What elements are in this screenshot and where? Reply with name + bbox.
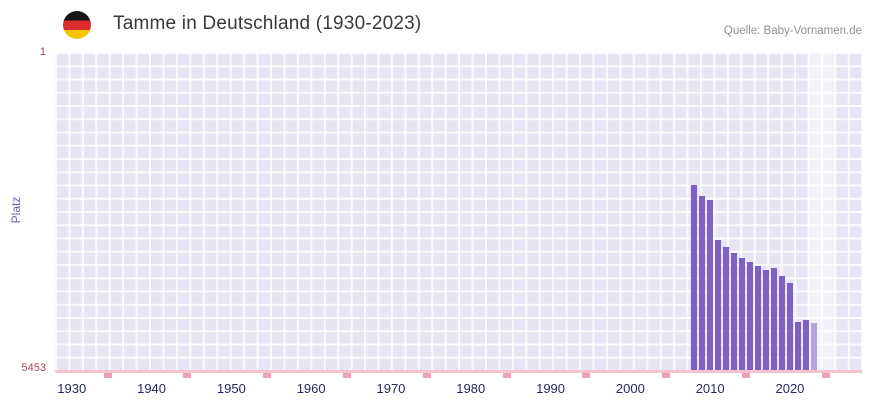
bar-2019[interactable] (778, 275, 786, 370)
bar-2015[interactable] (746, 261, 754, 370)
bar-2017[interactable] (762, 270, 770, 370)
x-axis-label-1950: 1950 (216, 381, 246, 396)
bar-2008[interactable] (691, 184, 698, 370)
x-axis-tick-mark (742, 372, 751, 378)
source-credit: Quelle: Baby-Vornamen.de (723, 25, 862, 37)
x-axis-tick-mark (263, 372, 272, 378)
x-axis-tick-mark (183, 372, 192, 378)
bar-2012[interactable] (723, 247, 730, 370)
bar-2021[interactable] (794, 322, 802, 370)
german-flag-icon (63, 11, 91, 39)
y-axis-bottom-label: 5453 (21, 362, 46, 374)
x-axis-label-1930: 1930 (57, 381, 87, 396)
x-axis-label-2020: 2020 (775, 381, 805, 396)
x-axis-label-2000: 2000 (615, 381, 645, 396)
bar-2018[interactable] (770, 268, 778, 370)
y-axis-top-label: 1 (39, 46, 46, 58)
x-axis-tick-mark (502, 372, 511, 378)
x-axis-line (55, 370, 862, 373)
x-axis-tick-mark (821, 372, 830, 378)
x-axis-tick-mark (103, 372, 112, 378)
current-year-highlight-band (807, 52, 835, 370)
bar-2022[interactable] (802, 319, 809, 370)
bar-2013[interactable] (730, 252, 738, 370)
x-axis-label-2010: 2010 (695, 381, 725, 396)
x-axis-label-1960: 1960 (296, 381, 326, 396)
bar-2020[interactable] (786, 282, 794, 370)
x-axis-label-1940: 1940 (137, 381, 167, 396)
chart-title: Tamme in Deutschland (1930-2023) (113, 13, 422, 34)
x-axis-label-1970: 1970 (376, 381, 406, 396)
plot-area (55, 52, 862, 370)
x-axis-tick-mark (582, 372, 591, 378)
bar-2010[interactable] (707, 200, 714, 370)
bar-2011[interactable] (715, 240, 722, 370)
x-axis-tick-mark (422, 372, 431, 378)
x-axis-tick-mark (343, 372, 352, 378)
x-axis-label-1990: 1990 (536, 381, 566, 396)
bar-2009[interactable] (699, 196, 706, 370)
bar-2014[interactable] (738, 257, 746, 370)
bar-2023[interactable] (810, 322, 817, 370)
bar-2016[interactable] (754, 266, 762, 370)
y-axis-title: Platz (9, 196, 23, 224)
x-axis-tick-mark (662, 372, 671, 378)
x-axis-label-1980: 1980 (456, 381, 486, 396)
